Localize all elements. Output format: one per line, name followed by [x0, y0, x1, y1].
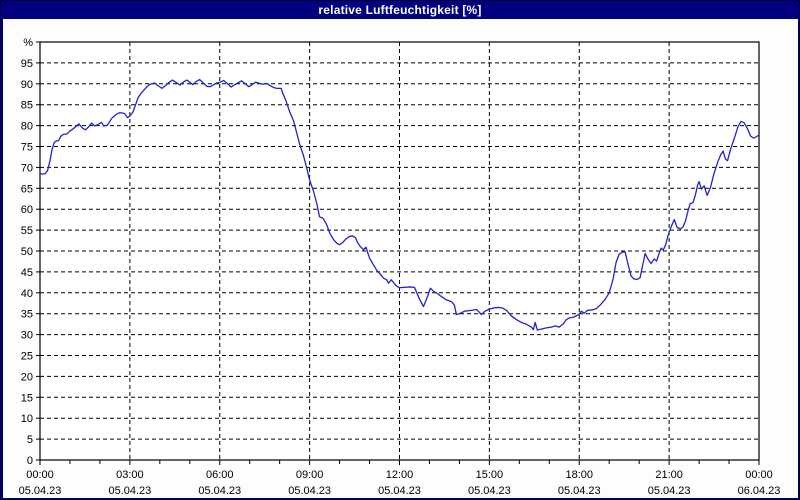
y-axis-label: 20	[21, 371, 33, 383]
x-axis-date-label: 05.04.23	[558, 485, 601, 497]
y-axis-label: 95	[21, 58, 33, 70]
x-axis-date-label: 06.04.23	[738, 485, 781, 497]
x-axis-time-label: 21:00	[655, 469, 683, 481]
x-axis-time-label: 12:00	[386, 469, 414, 481]
plot-frame	[39, 41, 760, 461]
x-axis-time-label: 09:00	[296, 469, 324, 481]
x-axis-date-label: 05.04.23	[108, 485, 151, 497]
title-bar: relative Luftfeuchtigkeit [%]	[1, 1, 799, 19]
x-axis-date-label: 05.04.23	[468, 485, 511, 497]
chart-title: relative Luftfeuchtigkeit [%]	[318, 3, 482, 17]
y-axis-label: 70	[21, 162, 33, 174]
y-axis-label: 85	[21, 100, 33, 112]
y-axis-label: 90	[21, 79, 33, 91]
x-axis-time-label: 00:00	[26, 469, 54, 481]
y-axis-label: 30	[21, 330, 33, 342]
x-axis-time-label: 03:00	[116, 469, 144, 481]
y-axis-label: 80	[21, 121, 33, 133]
y-axis-label: 55	[21, 225, 33, 237]
x-axis-date-label: 05.04.23	[648, 485, 691, 497]
y-axis-label: 50	[21, 246, 33, 258]
chart-panel: 0 5 10 15 20 25 30 35 40 45 50 55 60 65 70 75 80 85 90 95% 0…	[3, 19, 798, 498]
y-axis-label: 10	[21, 413, 33, 425]
y-axis-label: 60	[21, 204, 33, 216]
x-axis-time-label: 06:00	[206, 469, 234, 481]
y-axis-label: 75	[21, 142, 33, 154]
y-axis-label: 65	[21, 183, 33, 195]
humidity-series-line	[39, 78, 759, 331]
x-axis-time-label: 15:00	[476, 469, 504, 481]
x-axis-time-label: 18:00	[565, 469, 593, 481]
x-axis-date-label: 05.04.23	[288, 485, 331, 497]
y-axis-label: 15	[21, 392, 33, 404]
x-axis-date-label: 05.04.23	[19, 485, 62, 497]
y-axis-label: 0	[27, 455, 33, 467]
y-axis-label: 5	[27, 434, 33, 446]
y-axis-label: 35	[21, 309, 33, 321]
y-axis-label: 25	[21, 351, 33, 363]
y-axis-label: 40	[21, 288, 33, 300]
x-axis-time-label: 00:00	[745, 469, 773, 481]
humidity-line-chart: 0 5 10 15 20 25 30 35 40 45 50 55 60 65 70 75 80 85 90 95% 0…	[19, 37, 781, 497]
x-axis-date-label: 05.04.23	[378, 485, 421, 497]
y-axis-unit-label: %	[23, 37, 33, 49]
y-axis-label: 45	[21, 267, 33, 279]
x-axis-date-label: 05.04.23	[198, 485, 241, 497]
